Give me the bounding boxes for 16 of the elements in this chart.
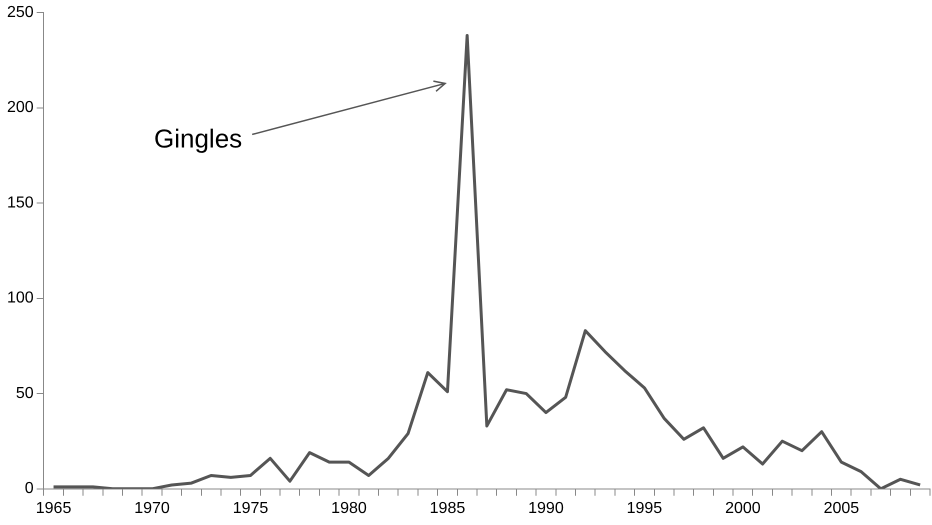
y-tick-label: 150 <box>6 194 34 212</box>
y-tick-label: 50 <box>16 384 34 402</box>
x-tick-label: 1965 <box>36 500 72 517</box>
x-tick-label: 1975 <box>232 500 268 517</box>
y-tick-label: 250 <box>6 4 34 22</box>
x-tick-label: 1990 <box>528 500 564 517</box>
x-tick-label: 1985 <box>430 500 466 517</box>
x-tick-label: 2005 <box>824 500 860 517</box>
x-tick-label: 1995 <box>626 500 662 517</box>
annotation: Gingles <box>154 124 242 154</box>
x-tick-label: 2000 <box>725 500 761 517</box>
y-tick-label: 0 <box>24 480 34 498</box>
y-tick-label: 100 <box>6 290 34 307</box>
x-tick-label: 1970 <box>134 500 170 517</box>
y-tick-label: 200 <box>6 99 34 116</box>
x-tick-label: 1980 <box>331 500 367 517</box>
